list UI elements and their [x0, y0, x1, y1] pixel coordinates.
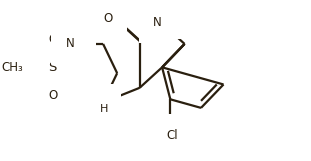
Text: CH₃: CH₃ [1, 61, 23, 74]
Text: N: N [91, 98, 100, 111]
Text: O: O [48, 89, 57, 102]
Text: H: H [165, 15, 173, 25]
Text: H: H [74, 35, 82, 45]
Text: O: O [104, 12, 113, 25]
Text: Cl: Cl [166, 129, 178, 142]
Text: H: H [100, 104, 108, 114]
Text: S: S [48, 61, 57, 74]
Text: N: N [153, 16, 162, 29]
Text: N: N [65, 37, 74, 50]
Text: O: O [48, 33, 57, 46]
